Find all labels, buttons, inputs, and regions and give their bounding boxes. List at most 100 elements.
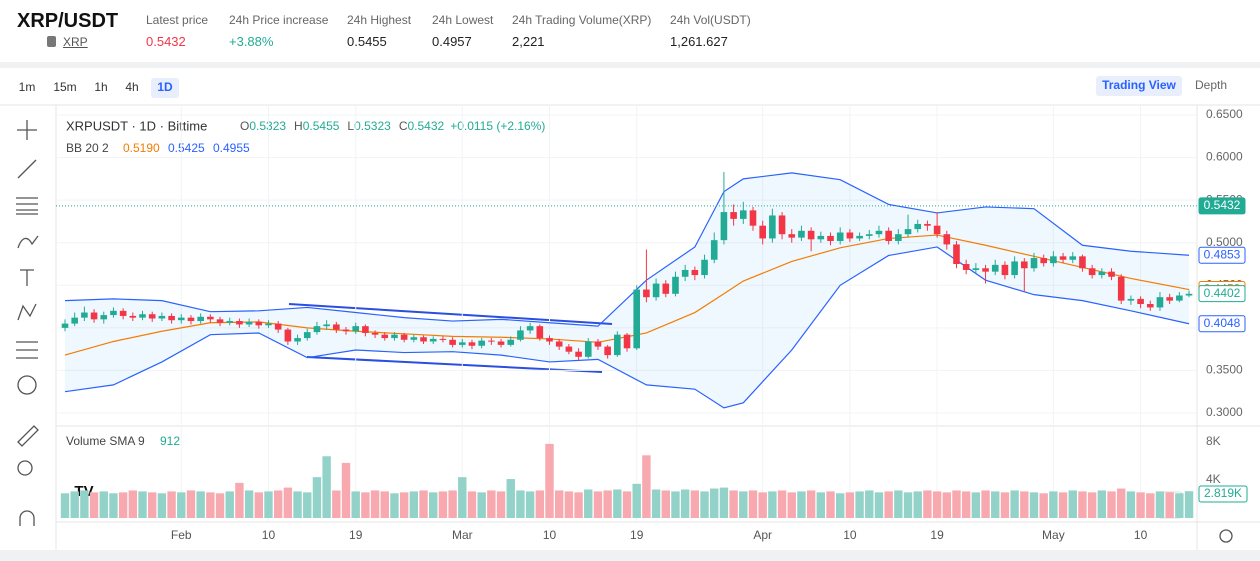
ruler-tool[interactable]	[17, 425, 39, 447]
interval[interactable]: 4h	[125, 80, 138, 94]
volume-bar	[1058, 492, 1068, 518]
volume-bar	[932, 491, 942, 518]
cross-tool[interactable]	[17, 120, 37, 140]
candle-body	[1021, 261, 1028, 269]
magnet-tool[interactable]	[19, 510, 35, 526]
volume-bar	[894, 490, 903, 518]
candle-body	[778, 215, 786, 235]
candle-body	[478, 340, 485, 346]
candle-body	[710, 240, 718, 260]
ohlc-key: O	[240, 119, 249, 133]
volume-bar	[525, 491, 535, 518]
view[interactable]: Depth	[1195, 78, 1227, 92]
candle-body	[1059, 256, 1067, 260]
volume-bar	[361, 492, 370, 518]
candle-body	[81, 312, 88, 318]
stat: 0.5455	[347, 34, 387, 49]
candle-body	[962, 264, 970, 270]
volume-bar	[448, 490, 457, 518]
candle-body	[429, 338, 437, 342]
candle-body	[274, 323, 282, 330]
volume-label: 2.819K	[1204, 486, 1242, 500]
emoji-tool[interactable]	[17, 375, 37, 395]
trend-line[interactable]	[288, 303, 613, 325]
volume-bar	[458, 477, 467, 518]
volume-bar	[903, 492, 913, 518]
interval-active	[151, 78, 179, 98]
price-label: 0.4853	[1204, 247, 1241, 261]
candle-body	[1098, 271, 1106, 276]
volume-bar	[797, 491, 806, 518]
candle-body	[294, 338, 301, 342]
candle-body	[313, 326, 321, 333]
interval[interactable]: 15m	[53, 80, 76, 94]
volume-bar	[1000, 492, 1010, 518]
interval[interactable]: 1D	[157, 80, 173, 94]
candle-body	[1079, 256, 1086, 269]
candle-body	[391, 334, 398, 339]
volume-bar	[167, 491, 176, 518]
candle-body	[856, 235, 863, 239]
volume-bar	[303, 492, 312, 518]
candle-body	[371, 332, 379, 335]
settings[interactable]	[1219, 529, 1233, 543]
coin-link[interactable]: XRP	[63, 35, 88, 49]
volume-bar	[952, 490, 961, 518]
volume-bar	[206, 492, 215, 518]
candle-body	[110, 310, 117, 316]
prediction-tool[interactable]	[16, 341, 38, 359]
interval[interactable]: 1m	[19, 80, 36, 94]
candle-body	[691, 269, 699, 276]
stat: 24h Trading Volume(XRP)	[512, 13, 652, 27]
candle-body	[526, 326, 534, 331]
candle-body	[875, 230, 883, 235]
indicator-name: BB 20 2	[66, 141, 109, 155]
volume-bar	[545, 443, 554, 518]
line-tool[interactable]	[17, 159, 37, 179]
candle-body	[614, 334, 621, 356]
candle-body	[991, 264, 999, 272]
volume-bar	[341, 462, 351, 518]
ohlc-key: L	[347, 119, 354, 133]
volume-bar	[710, 488, 719, 518]
candle-body	[652, 283, 660, 298]
volume-bar	[1010, 490, 1019, 518]
volume-bar	[1165, 492, 1174, 518]
volume-bar	[118, 492, 128, 518]
y-tick-label: 0.5000	[1206, 235, 1243, 249]
view[interactable]: Trading View	[1102, 78, 1176, 92]
candle-body	[410, 337, 418, 340]
candle-body	[1137, 298, 1144, 305]
candle-body	[865, 234, 873, 236]
brush-tool[interactable]	[17, 235, 39, 249]
interval[interactable]: 1h	[94, 80, 107, 94]
volume-bar	[60, 493, 70, 518]
candle-body	[720, 212, 728, 241]
price-label: 0.4402	[1204, 286, 1241, 300]
fib-tool[interactable]	[16, 197, 38, 215]
volume-bar	[80, 490, 89, 518]
candle-body	[323, 324, 330, 327]
candle-body	[517, 330, 524, 340]
toolbar: 1m 15m 1h 4h 1D Trading View Depth	[19, 76, 1227, 98]
text-tool[interactable]	[20, 269, 34, 286]
pattern-tool[interactable]	[17, 303, 37, 321]
candle-body	[643, 289, 650, 298]
volume-bar	[971, 492, 981, 518]
candle-body	[168, 315, 175, 321]
candle-body	[565, 346, 573, 352]
ohlc-key: C	[399, 119, 408, 133]
stat: 2,221	[512, 34, 545, 49]
candle-body	[226, 321, 234, 323]
candle-body	[1185, 293, 1193, 296]
tool-icons	[16, 120, 1233, 543]
volume-bar	[215, 493, 225, 518]
candle-body	[972, 268, 980, 270]
volume-bar	[748, 490, 758, 518]
volume-bar	[496, 491, 506, 518]
zoom-tool[interactable]	[17, 460, 33, 476]
candle-body	[672, 276, 679, 294]
candle-body	[546, 338, 553, 342]
